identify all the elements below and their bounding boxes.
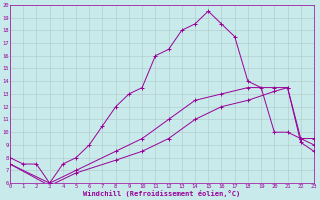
X-axis label: Windchill (Refroidissement éolien,°C): Windchill (Refroidissement éolien,°C)	[83, 190, 241, 197]
